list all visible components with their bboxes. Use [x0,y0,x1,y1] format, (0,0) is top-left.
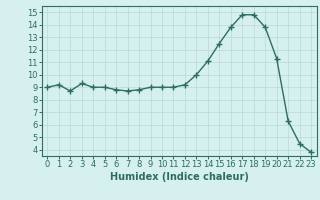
X-axis label: Humidex (Indice chaleur): Humidex (Indice chaleur) [110,172,249,182]
